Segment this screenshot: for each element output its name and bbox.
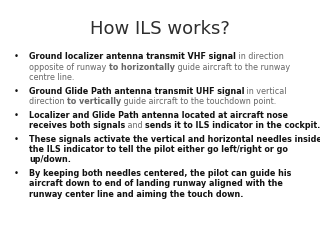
Text: up/down.: up/down. [29, 156, 71, 164]
Text: in vertical: in vertical [244, 86, 287, 96]
Text: runway center line and aiming the touch down.: runway center line and aiming the touch … [29, 190, 244, 199]
Text: receives both signals: receives both signals [29, 121, 125, 130]
Text: •: • [13, 134, 19, 144]
Text: guide aircraft to the touchdown point.: guide aircraft to the touchdown point. [121, 97, 276, 106]
Text: the ILS indicator to tell the pilot either go left/right or go: the ILS indicator to tell the pilot eith… [29, 145, 288, 154]
Text: How ILS works?: How ILS works? [90, 20, 230, 38]
Text: By keeping both needles centered, the pilot can guide his: By keeping both needles centered, the pi… [29, 169, 292, 178]
Text: and: and [125, 121, 145, 130]
Text: •: • [13, 86, 19, 96]
Text: direction: direction [29, 97, 67, 106]
Text: Localizer and Glide Path antenna located at aircraft nose: Localizer and Glide Path antenna located… [29, 110, 288, 120]
Text: Ground localizer antenna transmit VHF signal: Ground localizer antenna transmit VHF si… [29, 52, 236, 61]
Text: to horizontally: to horizontally [109, 62, 175, 72]
Text: centre line.: centre line. [29, 73, 74, 82]
Text: aircraft down to end of landing runway aligned with the: aircraft down to end of landing runway a… [29, 180, 283, 188]
Text: Ground Glide Path antenna transmit UHF signal: Ground Glide Path antenna transmit UHF s… [29, 86, 244, 96]
Text: in direction: in direction [236, 52, 284, 61]
Text: sends it to ILS indicator in the cockpit.: sends it to ILS indicator in the cockpit… [145, 121, 320, 130]
Text: •: • [13, 169, 19, 178]
Text: to vertically: to vertically [67, 97, 121, 106]
Text: guide aircraft to the runway: guide aircraft to the runway [175, 62, 290, 72]
Text: •: • [13, 110, 19, 120]
Text: These signals activate the vertical and horizontal needles inside: These signals activate the vertical and … [29, 134, 320, 144]
Text: •: • [13, 52, 19, 61]
Text: opposite of runway: opposite of runway [29, 62, 109, 72]
